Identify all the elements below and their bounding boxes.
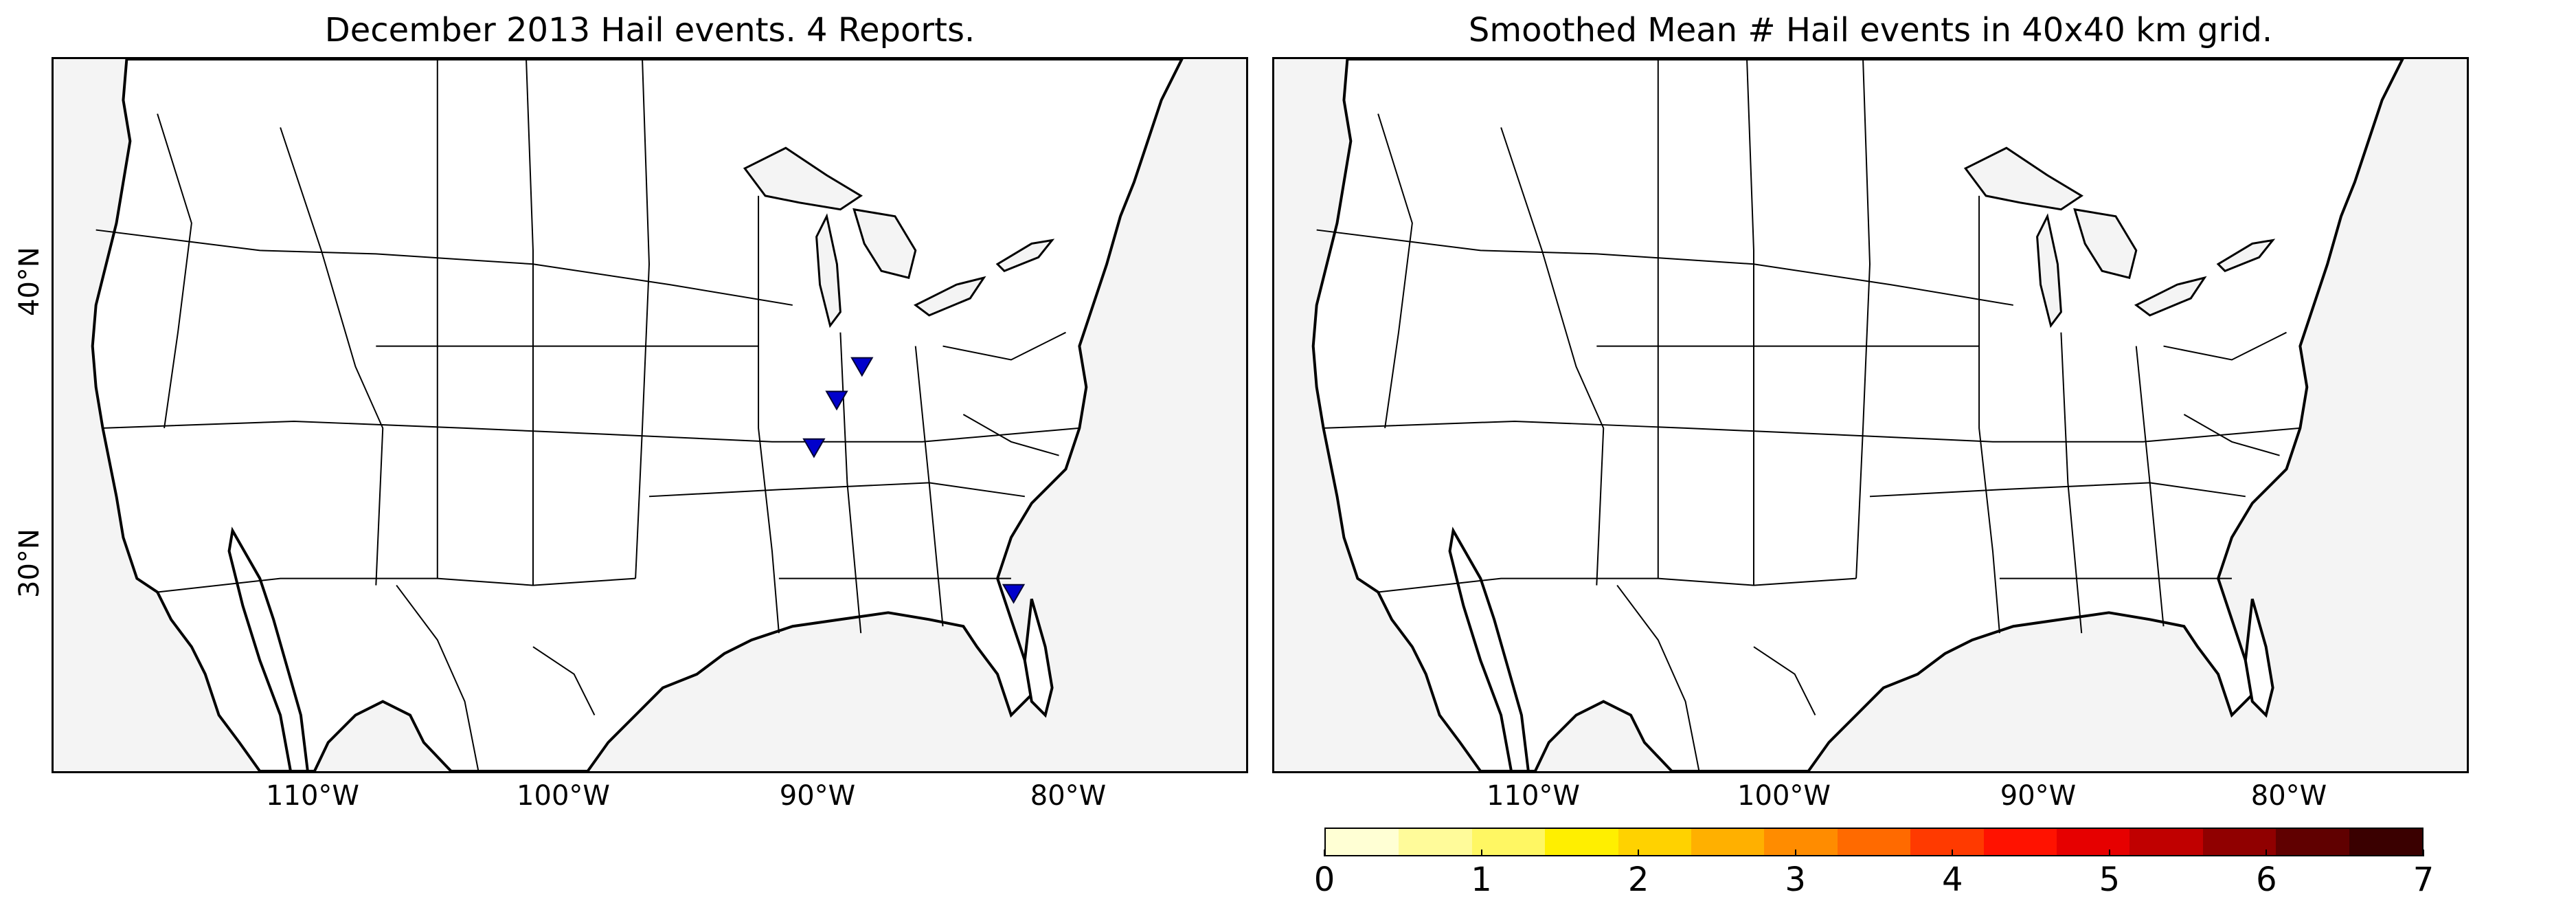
- left-map-title: December 2013 Hail events. 4 Reports.: [324, 11, 975, 49]
- colorbar-segment: [1691, 829, 1765, 855]
- land-mass: [91, 59, 1184, 771]
- lon-label-110w: 110°W: [266, 780, 359, 812]
- lakes: [1963, 146, 2276, 329]
- colorbar-tick-mark: [2108, 850, 2110, 856]
- colorbar-tick-mark: [2266, 850, 2268, 856]
- colorbar-segment: [1471, 829, 1546, 855]
- colorbar-segment: [2202, 829, 2276, 855]
- colorbar-segment: [1910, 829, 1984, 855]
- right-map-title: Smoothed Mean # Hail events in 40x40 km …: [1468, 11, 2273, 49]
- colorbar-tick-label: 4: [1942, 861, 1963, 899]
- lat-label-40n: 40°N: [14, 247, 45, 316]
- colorbar-segment: [1326, 829, 1399, 855]
- state-borders: [95, 59, 1080, 771]
- left-map-svg: [91, 59, 1184, 771]
- colorbar-tick-label: 1: [1471, 861, 1492, 899]
- colorbar-tick-label: 5: [2099, 861, 2121, 899]
- lon-label-90w: 90°W: [779, 780, 856, 812]
- lon-label-90w: 90°W: [2000, 780, 2077, 812]
- hail-report-marker: [850, 357, 874, 377]
- right-map-svg: [1311, 59, 2404, 771]
- colorbar: [1324, 828, 2424, 856]
- land-mass: [1311, 59, 2404, 771]
- hail-report-marker: [825, 390, 848, 411]
- colorbar-segment: [1399, 829, 1472, 855]
- colorbar-tick-label: 7: [2413, 861, 2434, 899]
- colorbar-tick-mark: [1794, 850, 1796, 856]
- colorbar-segment: [1983, 829, 2057, 855]
- colorbar-segment: [1545, 829, 1618, 855]
- colorbar-segment: [1618, 829, 1692, 855]
- lon-label-80w: 80°W: [1030, 780, 1107, 812]
- colorbar-tick-label: 0: [1313, 861, 1335, 899]
- colorbar-segment: [1764, 829, 1838, 855]
- colorbar-tick-label: 6: [2256, 861, 2277, 899]
- left-map-panel: [52, 57, 1248, 773]
- hail-report-marker: [1002, 584, 1026, 604]
- state-borders: [1316, 59, 2301, 771]
- colorbar-tick-mark: [1952, 850, 1954, 856]
- colorbar-tick-mark: [1324, 850, 1325, 856]
- hail-report-marker: [802, 438, 826, 458]
- right-map-panel: [1272, 57, 2469, 773]
- lon-label-100w: 100°W: [1737, 780, 1831, 812]
- hail-report-markers: [802, 357, 1026, 604]
- colorbar-tick-label: 2: [1627, 861, 1649, 899]
- colorbar-tick-label: 3: [1785, 861, 1806, 899]
- colorbar-tick-mark: [2423, 850, 2424, 856]
- lon-label-80w: 80°W: [2250, 780, 2327, 812]
- colorbar-segment: [2276, 829, 2349, 855]
- lat-label-30n: 30°N: [14, 529, 45, 598]
- colorbar-tick-mark: [1480, 850, 1482, 856]
- colorbar-segment: [2057, 829, 2130, 855]
- lakes: [743, 146, 1055, 329]
- colorbar-segment: [2129, 829, 2203, 855]
- colorbar-tick-mark: [1638, 850, 1640, 856]
- colorbar-segment: [1837, 829, 1911, 855]
- colorbar-segment: [2349, 829, 2423, 855]
- lon-label-100w: 100°W: [517, 780, 610, 812]
- lon-label-110w: 110°W: [1487, 780, 1580, 812]
